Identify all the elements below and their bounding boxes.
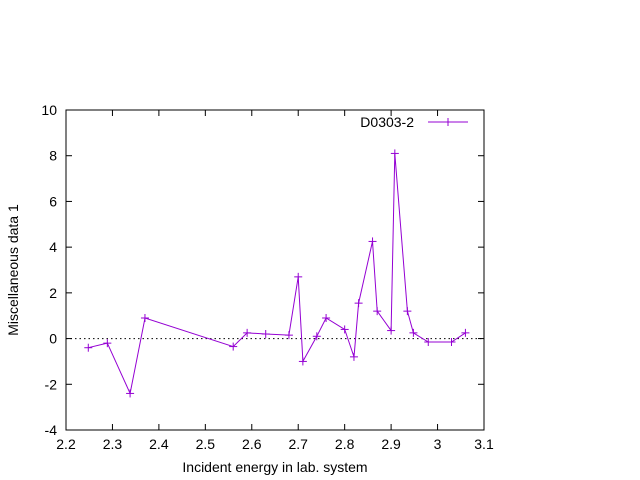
data-point [461, 328, 470, 337]
x-tick-label: 3 [434, 436, 442, 452]
y-tick-label: -2 [45, 376, 58, 392]
data-point [312, 332, 321, 341]
y-axis-ticks: -4 -2 0 2 4 6 8 10 [41, 102, 484, 438]
data-point [403, 307, 412, 316]
data-point [322, 314, 331, 322]
data-point [349, 352, 358, 361]
y-tick-label: 0 [49, 331, 57, 347]
data-point [340, 325, 349, 334]
x-tick-label: 2.3 [103, 436, 123, 452]
x-tick-label: 2.9 [381, 436, 401, 452]
data-point [126, 389, 135, 398]
data-point [390, 149, 399, 158]
data-point [424, 338, 433, 346]
x-axis-title: Incident energy in lab. system [182, 459, 367, 475]
legend-label: D0303-2 [360, 114, 414, 130]
data-point [368, 237, 377, 246]
data-point [387, 326, 396, 335]
data-point [229, 342, 238, 351]
data-point [447, 338, 456, 346]
data-point [140, 314, 149, 322]
series-line [88, 153, 466, 396]
y-tick-label: 4 [49, 239, 57, 255]
data-point [84, 343, 93, 352]
x-axis-ticks: 2.2 2.3 2.4 2.5 2.6 2.7 2.8 2.9 3 3.1 [56, 110, 494, 452]
y-tick-label: 2 [49, 285, 57, 301]
data-point [373, 307, 382, 316]
y-tick-label: 6 [49, 193, 57, 209]
legend: D0303-2 [360, 114, 468, 130]
data-point [354, 299, 363, 308]
x-tick-label: 2.6 [242, 436, 262, 452]
data-point [284, 331, 293, 340]
x-tick-label: 3.1 [474, 436, 494, 452]
y-tick-label: -4 [45, 422, 58, 438]
series-layer [84, 149, 470, 398]
data-point [298, 357, 307, 366]
data-point [409, 328, 418, 337]
data-point [103, 339, 112, 348]
x-tick-label: 2.7 [288, 436, 308, 452]
x-tick-label: 2.2 [56, 436, 76, 452]
x-tick-label: 2.4 [149, 436, 169, 452]
y-tick-label: 8 [49, 148, 57, 164]
data-point [243, 328, 252, 337]
x-tick-label: 2.8 [335, 436, 355, 452]
legend-marker [444, 118, 452, 126]
data-point [261, 330, 270, 338]
y-axis-title: Miscellaneous data 1 [5, 204, 21, 336]
plot-frame [65, 109, 485, 431]
data-point [294, 272, 303, 281]
y-tick-label: 10 [41, 102, 57, 118]
x-tick-label: 2.5 [196, 436, 216, 452]
